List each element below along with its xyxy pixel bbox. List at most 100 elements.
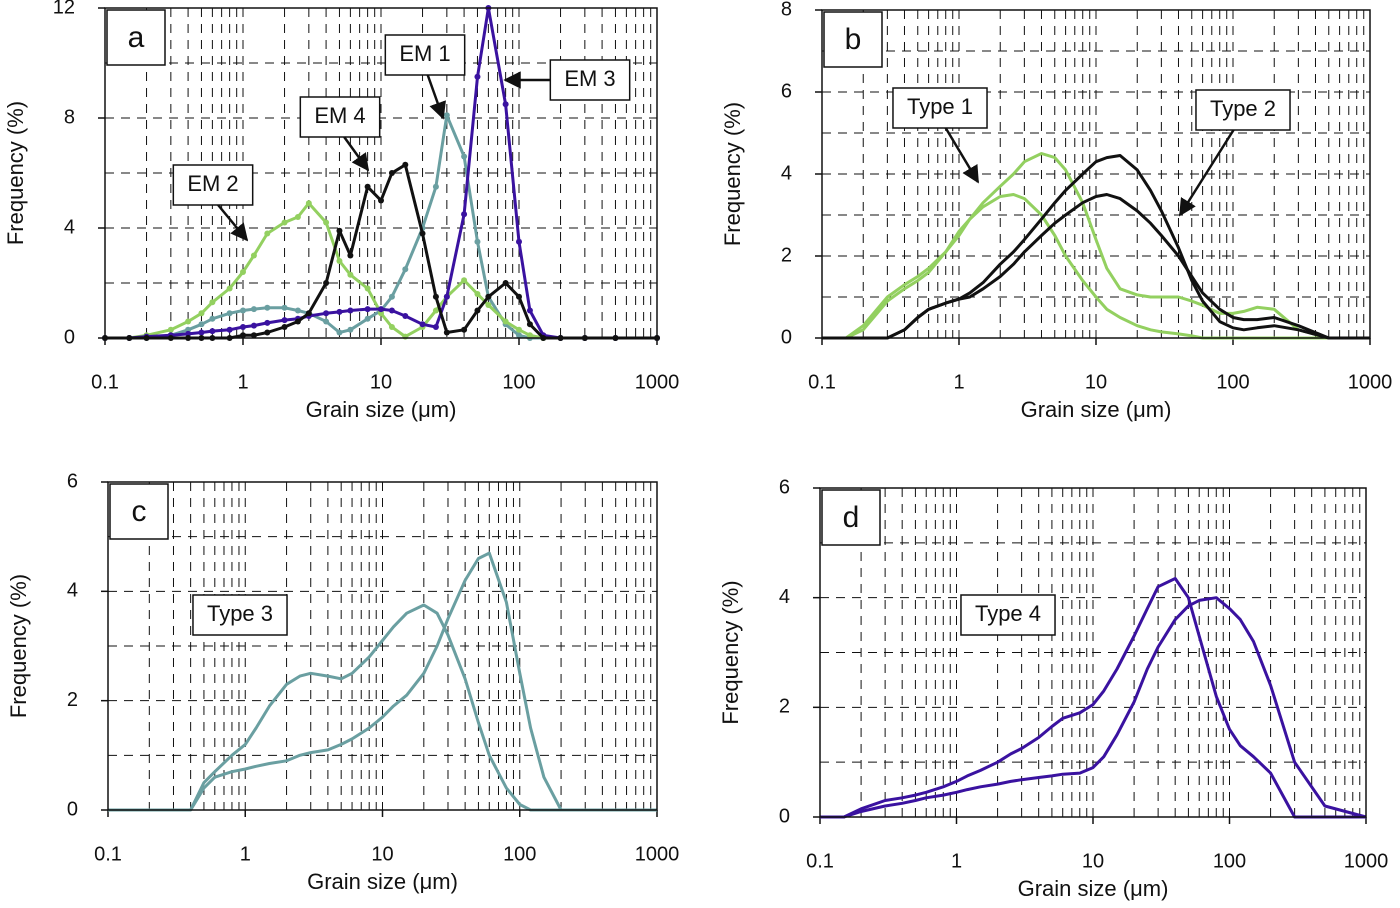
point [347,307,354,314]
point [323,280,330,286]
annotation: EM 4 [314,103,365,128]
y-tick-label: 0 [64,326,75,348]
point [364,315,371,322]
y-tick-label: 0 [781,326,792,348]
point [250,252,257,259]
x-tick-label: 1 [953,371,964,393]
y-axis-label: Frequency (%) [718,580,743,724]
point [336,329,343,336]
y-tick-label: 2 [67,689,78,711]
series-line [822,154,1370,340]
x-tick-label: 0.1 [806,850,834,872]
point [526,332,533,339]
y-tick-label: 2 [781,244,792,266]
point [323,318,330,325]
y-tick-label: 4 [67,580,78,602]
point [240,269,246,275]
y-tick-label: 2 [779,696,790,718]
point [294,307,301,314]
point [185,326,192,333]
point [240,332,246,339]
point [264,304,271,311]
y-axis-label: Frequency (%) [3,101,28,245]
x-axis-label: Grain size (μm) [306,397,457,422]
point [250,332,257,339]
point [281,219,288,226]
point [474,238,481,245]
point [461,277,468,284]
y-tick-label: 12 [53,0,75,18]
plot-frame [821,9,1371,339]
point [364,306,371,313]
series-line [108,551,657,812]
x-tick-label: 10 [1085,371,1107,393]
point [474,307,481,314]
point [432,183,439,190]
panel-label: d [843,501,860,534]
point [323,310,330,317]
point [185,330,192,337]
x-tick-label: 1 [240,843,251,865]
point [264,230,271,237]
point [402,161,409,168]
annotation: EM 2 [187,171,238,196]
point [474,291,481,297]
x-tick-label: 100 [1213,850,1246,872]
point [419,230,426,237]
x-tick-label: 100 [1216,371,1249,393]
annotation: Type 3 [207,601,273,626]
point [250,306,257,313]
plot-frame [107,481,658,811]
panel-label-box [821,489,881,546]
point [240,324,246,330]
point [388,307,395,314]
point [402,266,409,273]
series-line [822,193,1370,340]
point [347,252,354,259]
point [226,285,233,292]
point [526,321,533,328]
x-axis-label: Grain size (μm) [1018,876,1169,901]
point [364,285,371,292]
x-tick-label: 0.1 [94,843,122,865]
point [388,170,395,176]
point [347,271,354,278]
point [502,318,509,325]
panel-label: a [128,21,145,54]
x-tick-label: 1000 [1344,850,1389,872]
point [516,332,522,339]
annotation: Type 2 [1210,96,1276,121]
point [336,227,343,234]
series-line [108,603,657,812]
point [305,310,312,317]
point [226,310,233,317]
point [209,299,216,306]
y-tick-label: 4 [781,162,792,184]
point [443,293,450,300]
x-tick-label: 1000 [635,371,680,393]
point [516,293,522,300]
point [226,326,233,333]
y-axis-label: Frequency (%) [720,102,745,246]
point [305,200,312,207]
x-tick-label: 1000 [1348,371,1393,393]
point [502,280,509,286]
point [378,197,384,204]
x-tick-label: 1 [951,850,962,872]
point [432,307,439,314]
annotation: Type 1 [907,94,973,119]
series-line [820,577,1366,819]
y-tick-label: 6 [779,476,790,498]
point [209,315,216,322]
point [461,153,468,160]
point [250,322,257,329]
panel-label: c [132,495,147,528]
panel-label-box [106,9,166,66]
panel-label: b [845,23,862,56]
annotation-box [960,594,1056,636]
point [323,219,330,226]
point [347,326,354,333]
point [281,317,288,324]
point [264,329,271,336]
point [461,326,468,333]
